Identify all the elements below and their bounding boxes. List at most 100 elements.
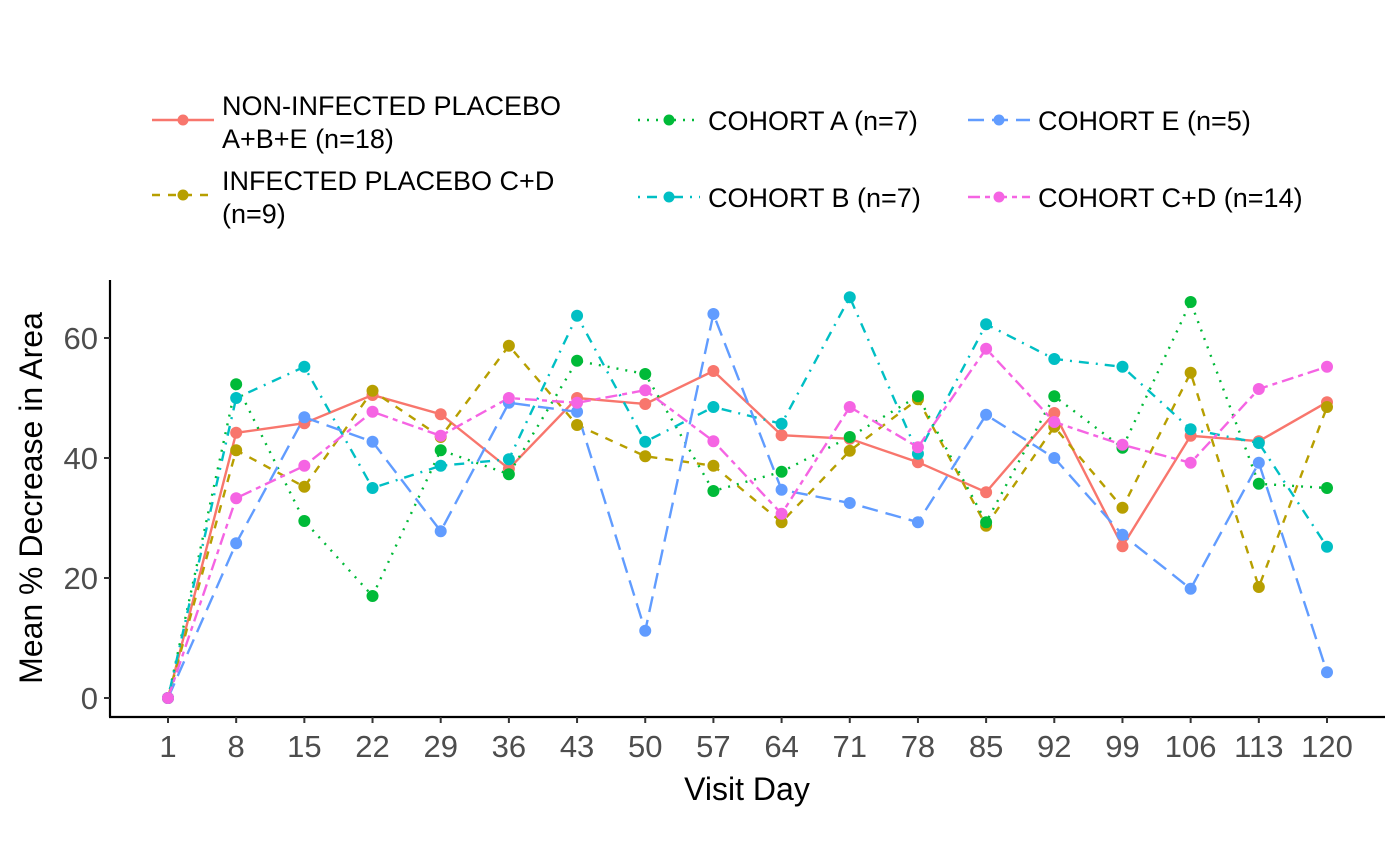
data-point-cohort-c-d-n-14 [707,435,720,448]
data-point-cohort-e-n-5 [434,525,447,538]
data-point-non-infected-placebo-a-b-e-n-18 [775,429,788,442]
legend-key-point [663,191,675,203]
data-point-cohort-e-n-5 [843,497,856,509]
x-tick-label: 120 [1301,729,1353,764]
data-point-cohort-b-n-7 [298,360,311,373]
data-point-cohort-c-d-n-14 [366,405,379,418]
data-point-cohort-e-n-5 [639,624,652,637]
data-point-cohort-c-d-n-14 [230,492,243,505]
data-point-cohort-b-n-7 [502,453,515,466]
data-point-cohort-e-n-5 [571,405,584,418]
data-point-cohort-a-n-7 [298,515,311,527]
data-point-cohort-b-n-7 [639,435,652,448]
data-point-cohort-b-n-7 [1116,360,1129,373]
data-point-infected-placebo-c-d-n-9 [707,459,720,472]
data-point-cohort-a-n-7 [843,431,856,443]
legend-key-point [993,114,1005,126]
data-point-infected-placebo-c-d-n-9 [502,339,515,352]
data-point-cohort-b-n-7 [1048,353,1061,365]
data-point-cohort-c-d-n-14 [775,507,788,520]
series-line-cohort-e-n-5 [166,309,1329,699]
data-point-cohort-b-n-7 [366,482,379,494]
data-point-cohort-e-n-5 [775,483,788,496]
data-point-cohort-c-d-n-14 [162,692,174,704]
data-point-cohort-c-d-n-14 [911,441,924,454]
data-point-non-infected-placebo-a-b-e-n-18 [707,365,720,377]
data-point-cohort-a-n-7 [1048,390,1061,403]
y-tick-label: 60 [64,321,98,356]
data-point-infected-placebo-c-d-n-9 [571,419,584,431]
data-point-cohort-e-n-5 [1184,582,1197,595]
data-point-cohort-c-d-n-14 [639,384,652,397]
x-tick-label: 1 [159,729,176,764]
data-point-cohort-e-n-5 [230,537,243,550]
data-point-cohort-a-n-7 [707,485,720,497]
series-lines [166,294,1329,699]
data-point-cohort-c-d-n-14 [843,401,856,413]
series-line-cohort-c-d-n-14 [166,346,1328,699]
data-point-cohort-b-n-7 [1321,540,1333,553]
data-point-non-infected-placebo-a-b-e-n-18 [639,398,652,410]
legend-item-cohort-c-d-n-14: COHORT C+D (n=14) [968,183,1303,213]
legend-label: (n=9) [222,199,286,229]
data-point-cohort-c-d-n-14 [1116,438,1129,451]
data-point-infected-placebo-c-d-n-9 [639,450,652,463]
data-point-infected-placebo-c-d-n-9 [298,480,311,493]
legend-key-point [663,114,675,126]
plot-area [162,291,1333,704]
data-point-cohort-c-d-n-14 [434,429,447,442]
data-point-cohort-a-n-7 [230,378,243,391]
data-point-cohort-c-d-n-14 [980,342,993,355]
legend-item-cohort-b-n-7: COHORT B (n=7) [638,183,921,213]
data-point-infected-placebo-c-d-n-9 [366,384,379,397]
legend-key-point [177,114,189,126]
legend-item-infected-placebo-c-d-n-9: INFECTED PLACEBO C+D(n=9) [152,166,554,229]
legend-key-point [177,189,189,201]
x-tick-label: 113 [1234,729,1283,764]
x-tick-label: 50 [628,729,662,764]
data-point-cohort-b-n-7 [230,392,243,404]
x-tick-label: 43 [560,729,594,764]
x-tick-label: 8 [228,729,245,764]
data-point-cohort-c-d-n-14 [1184,456,1197,469]
y-tick-label: 40 [64,441,98,476]
data-point-cohort-e-n-5 [1116,528,1129,541]
legend-item-cohort-e-n-5: COHORT E (n=5) [968,106,1251,136]
x-axis-ticks: 1 8 15 22 29 36 43 50 57 64 71 78 85 92 99 106 113 120 [159,717,1353,764]
data-point-infected-placebo-c-d-n-9 [230,444,243,457]
data-point-infected-placebo-c-d-n-9 [1116,501,1129,514]
x-tick-label: 78 [901,729,935,764]
data-point-cohort-b-n-7 [980,318,993,331]
data-point-cohort-a-n-7 [1184,296,1197,308]
data-point-cohort-e-n-5 [1321,666,1333,679]
data-point-cohort-a-n-7 [775,465,788,478]
y-axis-title: Mean % Decrease in Area [13,312,49,684]
data-point-non-infected-placebo-a-b-e-n-18 [980,486,993,499]
data-point-cohort-c-d-n-14 [571,396,584,409]
legend-label: A+B+E (n=18) [222,124,394,154]
data-point-cohort-b-n-7 [775,417,788,430]
x-tick-label: 57 [696,729,730,764]
data-point-infected-placebo-c-d-n-9 [1184,366,1197,379]
data-point-cohort-a-n-7 [1321,482,1333,494]
data-point-cohort-b-n-7 [1252,437,1265,449]
x-tick-label: 22 [355,729,389,764]
y-tick-label: 0 [81,681,98,716]
data-point-cohort-a-n-7 [366,590,379,602]
legend-label: COHORT B (n=7) [708,183,921,213]
data-point-cohort-b-n-7 [707,401,720,413]
data-point-cohort-a-n-7 [434,444,447,457]
x-tick-label: 85 [969,729,1003,764]
data-point-cohort-a-n-7 [639,368,652,380]
data-point-cohort-e-n-5 [298,411,311,424]
series-line-infected-placebo-c-d-n-9 [166,343,1329,699]
data-point-infected-placebo-c-d-n-9 [1252,581,1265,593]
x-tick-label: 71 [833,729,867,764]
x-tick-label: 106 [1165,729,1217,764]
data-point-non-infected-placebo-a-b-e-n-18 [230,426,243,439]
data-point-cohort-e-n-5 [911,516,924,529]
data-point-cohort-c-d-n-14 [298,459,311,472]
data-point-cohort-c-d-n-14 [502,392,515,404]
